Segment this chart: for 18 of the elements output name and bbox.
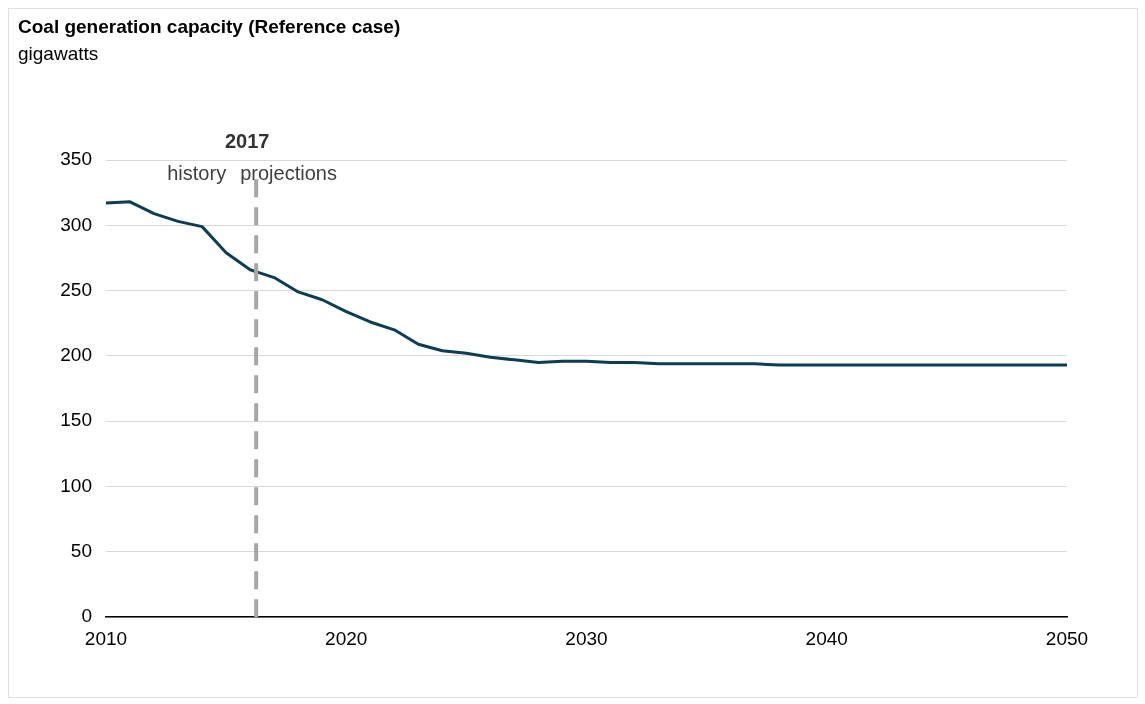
annotation: projections — [240, 161, 337, 184]
y-tick-label: 250 — [60, 278, 92, 300]
y-tick-label: 0 — [81, 605, 92, 627]
x-tick-label: 2030 — [565, 627, 608, 649]
y-tick-label: 150 — [60, 409, 92, 431]
y-tick-label: 100 — [60, 474, 92, 496]
x-tick-label: 2010 — [84, 627, 128, 649]
y-tick-label: 300 — [60, 213, 92, 235]
text: 2017 — [224, 129, 270, 152]
annotation: history — [167, 161, 227, 184]
y-tick-label: 200 — [60, 344, 92, 366]
chart-title: Coal generation capacity (Reference case) — [18, 16, 401, 38]
x-tick-label: 2050 — [1045, 627, 1089, 649]
chart-subtitle: gigawatts — [18, 43, 99, 65]
x-tick-label: 2020 — [325, 627, 368, 649]
y-tick-label: 350 — [60, 148, 92, 170]
y-tick-label: 50 — [70, 540, 92, 562]
x-tick-label: 2040 — [805, 627, 848, 649]
